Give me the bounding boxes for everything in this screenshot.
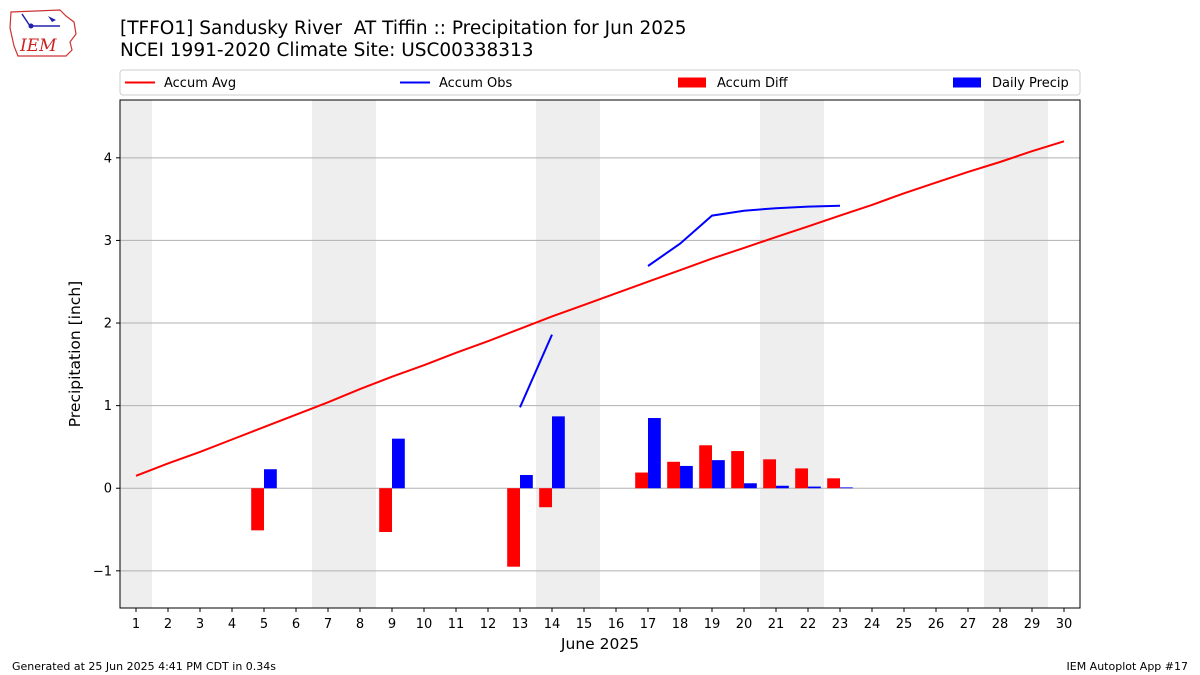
accum-obs-line: [519, 334, 553, 408]
accum-obs-line: [647, 204, 841, 267]
weekend-band: [312, 100, 376, 608]
x-tick-label: 11: [448, 617, 465, 632]
weekend-band: [984, 100, 1048, 608]
accum-avg-line: [135, 140, 1065, 477]
x-tick-label: 27: [960, 617, 977, 632]
x-tick-label: 4: [228, 617, 236, 632]
accum-diff-bar: [539, 488, 552, 508]
x-tick-label: 2: [164, 617, 172, 632]
logo-text: IEM: [19, 36, 57, 56]
daily-precip-bar: [520, 475, 533, 489]
gridlines: [120, 157, 1080, 572]
daily-precip-bar: [392, 438, 405, 489]
y-tick-label: 4: [104, 151, 112, 166]
accum-diff-bar: [635, 472, 648, 489]
x-tick-label: 20: [736, 617, 753, 632]
daily-precip-bar: [776, 485, 789, 489]
x-tick-label: 25: [896, 617, 913, 632]
accum-diff-bar: [667, 461, 680, 489]
x-tick-label: 15: [576, 617, 593, 632]
daily-precip-bar: [264, 469, 277, 489]
daily-precip-bar: [808, 486, 821, 489]
x-tick-label: 18: [672, 617, 689, 632]
daily-precip-bar: [840, 487, 853, 489]
x-tick-label: 16: [608, 617, 625, 632]
x-tick-label: 29: [1024, 617, 1041, 632]
daily-precip-bar: [552, 416, 565, 489]
accum-diff-bar: [827, 478, 840, 489]
accum-diff-bar: [507, 488, 520, 567]
y-tick-label: −1: [93, 564, 112, 579]
plot-frame: [119, 99, 1081, 609]
accum-diff-bar: [699, 445, 712, 489]
chart-title: [TFFO1] Sandusky River AT Tiffin :: Prec…: [120, 18, 687, 39]
daily-precip-bar: [680, 465, 693, 489]
accum-diff-bar: [379, 488, 392, 533]
daily-precip-bar: [648, 418, 661, 489]
legend-label: Accum Diff: [717, 76, 789, 91]
x-tick-label: 13: [512, 617, 529, 632]
x-tick-label: 12: [480, 617, 497, 632]
x-tick-label: 8: [356, 617, 364, 632]
legend-swatch: [953, 77, 981, 88]
x-tick-label: 14: [544, 617, 561, 632]
legend-swatch: [678, 77, 706, 88]
x-tick-label: 5: [260, 617, 268, 632]
lines: [135, 140, 1065, 477]
y-tick-label: 1: [104, 399, 112, 414]
x-axis-label: June 2025: [560, 635, 639, 653]
daily-precip-bar: [712, 460, 725, 489]
accum-diff-bar: [731, 451, 744, 489]
accum-diff-bar: [795, 468, 808, 489]
generated-timestamp: Generated at 25 Jun 2025 4:41 PM CDT in …: [12, 660, 277, 673]
x-tick-label: 28: [992, 617, 1009, 632]
x-tick-label: 1: [132, 617, 140, 632]
y-tick-label: 3: [104, 234, 112, 249]
y-tick-label: 2: [104, 317, 112, 332]
x-tick-label: 6: [292, 617, 300, 632]
x-tick-label: 24: [864, 617, 881, 632]
weekend-shading: [120, 100, 1048, 608]
x-tick-label: 22: [800, 617, 817, 632]
app-credit: IEM Autoplot App #17: [1066, 660, 1189, 673]
iem-iowa-logo-icon: IEM: [9, 9, 77, 57]
accum-diff-bar: [251, 488, 264, 531]
x-tick-label: 19: [704, 617, 721, 632]
legend-box: [119, 69, 1081, 96]
x-tick-label: 9: [388, 617, 396, 632]
legend: Accum Avg Accum Obs Accum Diff Daily Precip: [119, 69, 1081, 96]
weekend-band: [760, 100, 824, 608]
x-tick-label: 10: [416, 617, 433, 632]
legend-label: Accum Obs: [439, 76, 512, 91]
x-tick-label: 26: [928, 617, 945, 632]
legend-label: Accum Avg: [164, 76, 236, 91]
chart-subtitle: NCEI 1991-2020 Climate Site: USC00338313: [120, 40, 534, 61]
x-tick-label: 23: [832, 617, 849, 632]
x-tick-label: 7: [324, 617, 332, 632]
y-tick-label: 0: [104, 482, 112, 497]
bars: [251, 416, 853, 567]
y-axis-label: Precipitation [inch]: [66, 281, 84, 427]
daily-precip-bar: [744, 483, 757, 489]
weekend-band: [536, 100, 600, 608]
x-tick-label: 17: [640, 617, 657, 632]
x-tick-label: 21: [768, 617, 785, 632]
accum-diff-bar: [763, 459, 776, 489]
legend-label: Daily Precip: [992, 76, 1069, 91]
weekend-band: [120, 100, 152, 608]
x-tick-label: 3: [196, 617, 204, 632]
x-tick-label: 30: [1056, 617, 1073, 632]
